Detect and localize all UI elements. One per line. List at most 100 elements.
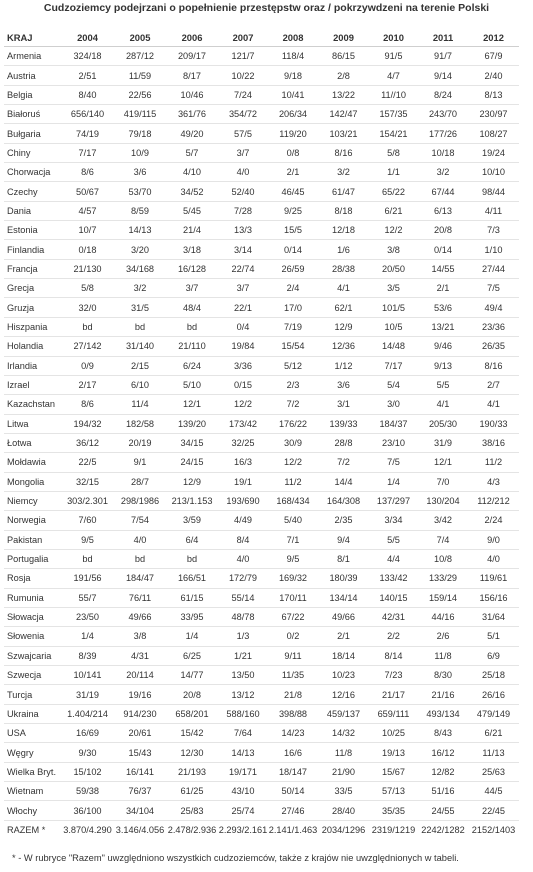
value-cell: 12/1 [418,452,468,473]
country-cell: Dania [4,201,61,222]
value-cell: 22/45 [468,800,519,821]
country-cell: Austria [4,65,61,86]
value-cell: 121/7 [218,46,268,67]
value-cell: 3/6 [114,162,166,183]
table-row: Austria 2/51 11/59 8/17 10/22 9/18 2/8 4/7 9/14 2… [4,65,519,86]
value-cell: 2.293/2.161 [218,824,268,835]
value-cell: 1/3 [218,626,268,647]
value-cell: 8/18 [318,201,369,222]
table-row: Grecja 5/8 3/2 3/7 3/7 2/4 4/1 3/5 2/1 7/5 [4,278,519,299]
value-cell: 19/1 [218,472,268,492]
value-cell: 119/20 [268,123,318,144]
column-header-year: 2009 [318,29,369,47]
country-cell: Chorwacja [4,162,61,183]
value-cell: 3/7 [218,278,268,299]
value-cell: 119/61 [468,568,519,589]
value-cell: 44/16 [418,607,468,628]
value-cell: 7/60 [61,510,114,531]
value-cell: 298/1986 [114,491,166,512]
value-cell: 170/11 [268,588,318,608]
value-cell: 493/134 [418,704,468,725]
table-row: Czechy 50/67 53/70 34/52 52/40 46/45 61/47 65/2… [4,181,519,202]
value-cell: 20/61 [114,723,166,744]
value-cell: 0/14 [268,239,318,260]
value-cell: 3/2 [318,162,369,183]
value-cell: 14/48 [369,336,418,357]
value-cell: 7/2 [268,394,318,415]
column-header-year: 2006 [166,29,218,47]
value-cell: 13/50 [218,665,268,686]
value-cell: 91/7 [418,46,468,67]
value-cell: 3/42 [418,510,468,531]
table-row: Słowenia 1/4 3/8 1/4 1/3 0/2 2/1 2/2 2/6 5/1 [4,626,519,647]
country-cell: Chiny [4,143,61,164]
value-cell: 22/74 [218,259,268,280]
value-cell: 31/9 [418,433,468,454]
value-cell: 46/45 [268,181,318,202]
column-header-year: 2004 [61,29,114,47]
value-cell: 4/3 [468,472,519,492]
value-cell: 16/69 [61,723,114,744]
value-cell: 16/6 [268,742,318,763]
value-cell: 25/18 [468,665,519,686]
value-cell: 324/18 [61,46,114,67]
value-cell: 42/31 [369,607,418,628]
value-cell: 2/1 [318,626,369,647]
value-cell: 8/40 [61,85,114,106]
value-cell: 8/13 [468,85,519,106]
table-row: Łotwa 36/12 20/19 34/15 32/25 30/9 28/8 23/10 31… [4,433,519,454]
value-cell: 16/141 [114,762,166,783]
value-cell: 7/28 [218,201,268,222]
value-cell: 16/3 [218,452,268,473]
value-cell: 10/22 [218,65,268,86]
value-cell: 168/434 [268,491,318,512]
value-cell: 9/18 [268,65,318,86]
value-cell: 4/0 [468,549,519,570]
table-row: Białoruś 656/140 419/115 361/76 354/72 206/34… [4,104,519,125]
value-cell: 118/4 [268,46,318,67]
value-cell: 11//10 [369,85,418,106]
value-cell: 7/23 [369,665,418,686]
value-cell: 50/14 [268,781,318,802]
value-cell: 3/6 [318,375,369,396]
table-row: Mołdawia 22/5 9/1 24/15 16/3 12/2 7/2 7/5 12/1 11… [4,452,519,473]
value-cell: 26/35 [468,336,519,357]
value-cell: 21/110 [166,336,218,357]
value-cell: 4/49 [218,510,268,531]
table-row: Chorwacja 8/6 3/6 4/10 4/0 2/1 3/2 1/1 3/2 10/10 [4,162,519,183]
value-cell: 22/5 [61,452,114,473]
value-cell: 57/13 [369,781,418,802]
value-cell: 5/8 [61,278,114,299]
value-cell: 194/32 [61,414,114,434]
country-cell: Izrael [4,375,61,396]
value-cell: 182/58 [114,414,166,434]
value-cell: 4/31 [114,646,166,667]
value-cell: 9/46 [418,336,468,357]
value-cell: 4/0 [218,162,268,183]
value-cell: 19/84 [218,336,268,357]
value-cell: 5/1 [468,626,519,647]
value-cell: 23/50 [61,607,114,628]
value-cell: 11/35 [268,665,318,686]
value-cell: 8/16 [468,356,519,376]
value-cell: 5/5 [369,530,418,550]
value-cell: 6/21 [468,723,519,744]
value-cell: 287/12 [114,46,166,67]
table-row: Rosja 191/56 184/47 166/51 172/79 169/32 180/3… [4,568,519,589]
table-row: Francja 21/130 34/168 16/128 22/74 26/59 28/38… [4,259,519,280]
table-row: Włochy 36/100 34/104 25/83 25/74 27/46 28/40 35… [4,800,519,821]
value-cell: 21/8 [268,684,318,705]
value-cell: 4/0 [218,549,268,570]
value-cell: 159/14 [418,588,468,608]
value-cell: 50/67 [61,181,114,202]
value-cell: 9/13 [418,356,468,376]
country-cell: Czechy [4,181,61,202]
value-cell: 2319/1219 [371,824,416,835]
value-cell: 51/16 [418,781,468,802]
country-cell: RAZEM * [7,824,46,835]
value-cell: 130/204 [418,491,468,512]
value-cell: 15/42 [166,723,218,744]
value-cell: 8/43 [418,723,468,744]
column-header-year: 2007 [218,29,268,47]
country-cell: Pakistan [4,530,61,550]
